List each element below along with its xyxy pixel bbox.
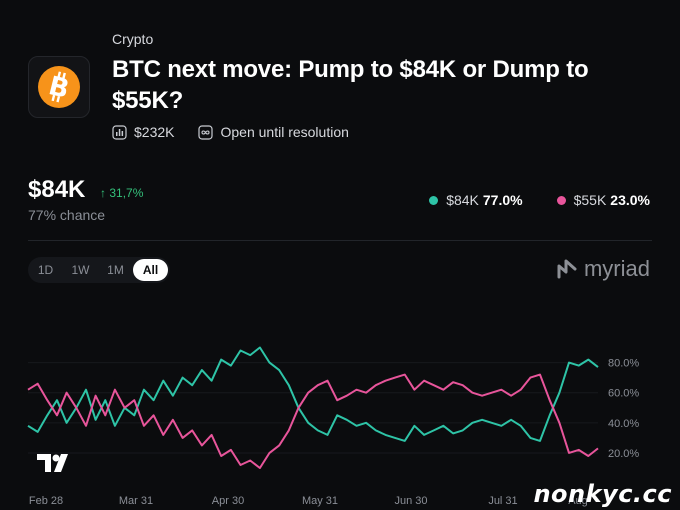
headline-chance: 77% chance: [28, 207, 106, 223]
myriad-logo-icon: [556, 257, 578, 281]
series-line-84k: [27, 346, 599, 442]
volume-stat: $232K: [112, 124, 174, 140]
brand-name: myriad: [583, 256, 650, 281]
status-stat: Open until resolution: [198, 124, 349, 140]
y-tick-label: 20.0%: [608, 448, 639, 460]
legend-value-55k: 23.0%: [610, 192, 650, 208]
infinity-icon: [198, 124, 214, 140]
headline-price: $84K: [28, 176, 86, 203]
watermark: nonkyc.cc: [533, 480, 672, 508]
range-button-1m[interactable]: 1M: [107, 263, 124, 277]
x-tick-label: Mar 31: [119, 495, 153, 507]
bitcoin-icon: B: [38, 66, 80, 108]
time-range-selector: 1D 1W 1M All: [28, 257, 170, 283]
arrow-up-icon: ↑: [100, 186, 106, 200]
brand: myriad: [556, 256, 650, 282]
range-button-1d[interactable]: 1D: [37, 263, 54, 277]
section-divider: [28, 240, 652, 241]
y-tick-label: 60.0%: [608, 388, 639, 400]
market-title: BTC next move: Pump to $84K or Dump to $…: [112, 56, 589, 114]
bar-chart-icon: [112, 124, 127, 140]
x-tick-label: Jun 30: [394, 495, 427, 507]
status-value: Open until resolution: [220, 124, 349, 140]
volume-value: $232K: [134, 124, 175, 140]
chart-legend: $84K 77.0% $55K 23.0%: [429, 192, 650, 208]
market-category[interactable]: Crypto: [112, 31, 154, 47]
tradingview-logo-icon: [37, 454, 68, 472]
range-button-all[interactable]: All: [133, 259, 168, 281]
x-tick-label: Apr 30: [212, 495, 244, 507]
market-logo: B: [28, 56, 90, 118]
x-tick-label: May 31: [302, 495, 338, 507]
legend-entry-55k[interactable]: $55K 23.0%: [556, 192, 650, 208]
legend-dot-55k: [556, 195, 566, 205]
x-tick-label: Feb 28: [29, 495, 63, 507]
legend-entry-84k[interactable]: $84K 77.0%: [429, 192, 523, 208]
legend-value-84k: 77.0%: [482, 192, 523, 208]
price-chart[interactable]: 80.0% 60.0% 40.0% 20.0% Feb 28 Mar 31 Apr 30 M…: [0, 290, 680, 510]
legend-dot-84k: [429, 195, 439, 205]
y-tick-label: 40.0%: [608, 418, 639, 430]
legend-label-55k: $55K: [573, 192, 607, 208]
series-line-55k: [27, 373, 599, 469]
x-tick-label: Aug: [568, 495, 588, 507]
market-meta: $232K Open until resolution: [112, 124, 349, 140]
price-change-value: 31,7%: [109, 186, 144, 200]
legend-label-84k: $84K: [446, 192, 479, 208]
range-button-1w[interactable]: 1W: [71, 263, 90, 277]
y-tick-label: 80.0%: [608, 358, 639, 370]
x-tick-label: Jul 31: [488, 495, 517, 507]
price-change: ↑ 31,7%: [100, 186, 143, 200]
